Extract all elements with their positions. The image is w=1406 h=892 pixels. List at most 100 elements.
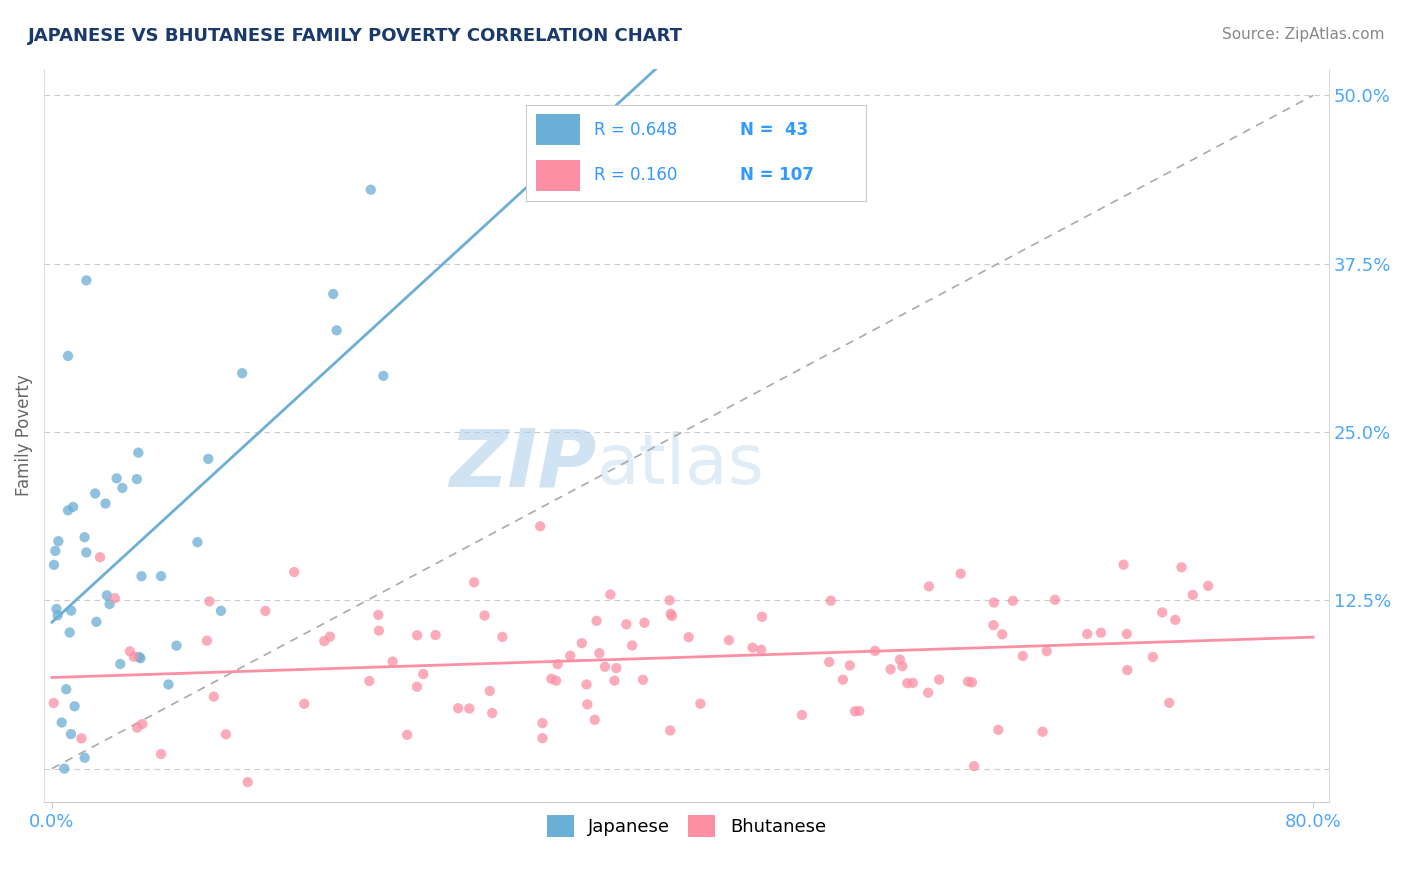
Point [547, 657, 569, 672]
Point [987, 723, 1010, 737]
Point [125, 472, 148, 486]
Point [53, 762, 76, 776]
Point [319, 630, 342, 644]
Point [633, 615, 655, 630]
Point [110, 657, 132, 671]
Point [96, 588, 118, 602]
Point [325, 323, 347, 337]
Point [166, 639, 188, 653]
Point [59, 625, 82, 640]
Point [231, 366, 253, 380]
Point [56, 349, 79, 363]
Point [658, 593, 681, 607]
Point [689, 697, 711, 711]
Point [131, 569, 153, 583]
Point [111, 481, 134, 495]
Point [105, 471, 128, 485]
Point [104, 591, 127, 606]
Point [195, 633, 218, 648]
Point [202, 690, 225, 704]
Point [73, 750, 96, 764]
Point [367, 607, 389, 622]
Point [491, 630, 513, 644]
Point [406, 680, 429, 694]
Point [741, 640, 763, 655]
Point [60, 604, 83, 618]
Point [546, 673, 568, 688]
Point [360, 183, 382, 197]
Point [463, 575, 485, 590]
Text: ZIP: ZIP [449, 425, 596, 504]
Point [599, 588, 621, 602]
Text: Source: ZipAtlas.com: Source: ZipAtlas.com [1222, 27, 1385, 42]
Point [45, 602, 67, 616]
Point [659, 607, 682, 621]
Point [1043, 592, 1066, 607]
Point [659, 723, 682, 738]
Point [575, 677, 598, 691]
Point [98, 597, 121, 611]
Point [215, 727, 238, 741]
Point [46, 608, 69, 623]
Text: JAPANESE VS BHUTANESE FAMILY POVERTY CORRELATION CHART: JAPANESE VS BHUTANESE FAMILY POVERTY COR… [28, 27, 683, 45]
Point [790, 708, 813, 723]
Point [879, 662, 901, 676]
Point [917, 686, 939, 700]
Point [621, 639, 644, 653]
Point [396, 728, 419, 742]
Point [150, 569, 173, 583]
Point [603, 673, 626, 688]
Point [529, 519, 551, 533]
Point [63, 699, 86, 714]
Point [531, 716, 554, 731]
Point [42, 696, 65, 710]
Point [44, 544, 66, 558]
Point [593, 659, 616, 673]
Point [717, 633, 740, 648]
Point [1181, 588, 1204, 602]
Text: atlas: atlas [596, 431, 765, 499]
Point [1032, 724, 1054, 739]
Point [1159, 696, 1181, 710]
Point [1197, 579, 1219, 593]
Point [127, 445, 149, 459]
Point [447, 701, 470, 715]
Point [863, 644, 886, 658]
Point [292, 697, 315, 711]
Point [560, 648, 582, 663]
Point [127, 721, 149, 735]
Point [583, 713, 606, 727]
Point [949, 566, 972, 581]
Point [368, 624, 391, 638]
Point [918, 579, 941, 593]
Point [381, 655, 404, 669]
Point [848, 704, 870, 718]
Point [891, 659, 914, 673]
Point [481, 706, 503, 720]
Point [412, 667, 434, 681]
Point [1076, 627, 1098, 641]
Point [614, 617, 637, 632]
Point [1142, 650, 1164, 665]
Point [1115, 627, 1137, 641]
Point [1152, 606, 1174, 620]
Point [889, 652, 911, 666]
Point [73, 530, 96, 544]
Point [157, 677, 180, 691]
Point [373, 368, 395, 383]
Point [844, 704, 866, 718]
Point [631, 673, 654, 687]
Point [186, 535, 208, 549]
Point [458, 701, 481, 715]
Point [571, 636, 593, 650]
Point [89, 550, 111, 565]
Point [1170, 560, 1192, 574]
Point [661, 609, 683, 624]
Point [678, 630, 700, 644]
Point [960, 675, 983, 690]
Point [605, 661, 627, 675]
Point [283, 565, 305, 579]
Point [957, 674, 980, 689]
Point [832, 673, 855, 687]
Point [820, 593, 842, 607]
